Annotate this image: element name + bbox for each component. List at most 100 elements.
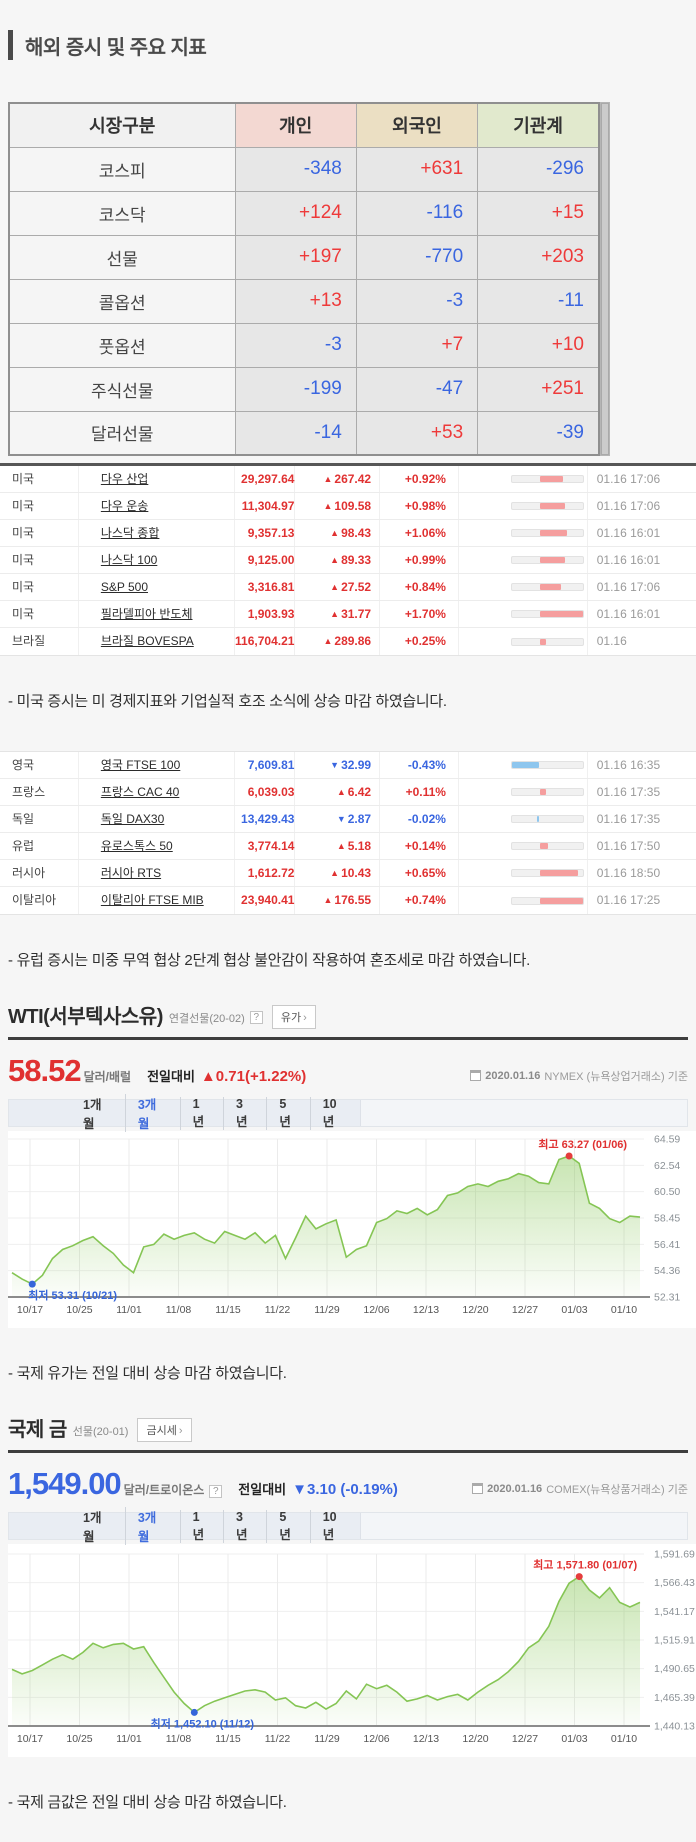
wti-chart: 64.59 62.54 60.50 58.45 56.41 54.36 52.31 10/17…	[8, 1131, 696, 1328]
index-row: 영국 영국 FTSE 100 7,609.81 ▼ 32.99 -0.43% 01.16 1…	[0, 752, 696, 779]
x-axis-label: 12/13	[413, 1304, 439, 1316]
quote-time: 01.16 17:06	[596, 499, 661, 513]
min-annotation: 최저 1,452.10 (11/12)	[151, 1716, 255, 1730]
table-scrollbar[interactable]	[600, 102, 610, 456]
investor-value: -11	[477, 278, 600, 324]
index-name-link[interactable]: 필라델피아 반도체	[100, 607, 193, 621]
period-tab-0[interactable]: 1개월	[83, 1511, 102, 1544]
change-bar-track	[510, 788, 584, 796]
change-bar-fill	[539, 476, 564, 482]
index-name-link[interactable]: 영국 FTSE 100	[100, 758, 181, 772]
change-bar-cell	[459, 860, 588, 886]
period-tab-3[interactable]: 3년	[222, 1509, 266, 1543]
index-change-pct: +0.92%	[380, 466, 459, 492]
scrollbar-thumb[interactable]	[601, 103, 609, 455]
change-bar-cell	[459, 574, 588, 600]
index-name-cell: 나스닥 종합	[79, 520, 235, 546]
index-value: 1,612.72	[235, 860, 296, 886]
index-change-pct: +0.99%	[380, 547, 459, 573]
col-header-institution: 기관계	[477, 102, 600, 148]
title-divider	[8, 1450, 688, 1453]
x-axis-label: 11/29	[314, 1733, 340, 1745]
y-axis-label: 1,465.39	[654, 1692, 695, 1704]
gold-section: 국제 금 선물(20-01) 금시세 › 1,549.00 달러/트로이온스 ? …	[0, 1413, 696, 1757]
x-axis-label: 12/27	[512, 1304, 538, 1316]
index-name-link[interactable]: S&P 500	[100, 580, 148, 594]
gold-period-tabs: 1개월 3개월 1년 3년 5년 10년	[8, 1507, 688, 1545]
change-bar-cell	[459, 779, 588, 805]
gold-title: 국제 금	[8, 1419, 67, 1441]
investor-value: +53	[355, 410, 479, 456]
change-bar-fill	[539, 870, 578, 876]
country-label: 영국	[0, 752, 79, 778]
investor-value: +251	[477, 366, 600, 412]
price-line	[11, 1155, 641, 1286]
x-axis-label: 01/10	[611, 1733, 637, 1745]
help-icon[interactable]: ?	[209, 1485, 223, 1498]
index-change-value: 27.52	[341, 580, 372, 594]
index-name-link[interactable]: 나스닥 종합	[100, 526, 160, 540]
index-name-link[interactable]: 이탈리아 FTSE MIB	[100, 893, 204, 907]
index-name-link[interactable]: 다우 산업	[100, 472, 149, 486]
period-tab-1[interactable]: 3개월	[124, 1094, 180, 1132]
period-tab-4[interactable]: 5년	[266, 1509, 309, 1543]
index-change-pct: +1.06%	[380, 520, 459, 546]
x-axis-label: 01/03	[561, 1733, 587, 1745]
index-name-link[interactable]: 독일 DAX30	[100, 812, 165, 826]
oil-price-link-button[interactable]: 유가 ›	[271, 1004, 316, 1029]
index-value: 13,429.43	[235, 806, 296, 832]
page-header: 해외 증시 및 주요 지표	[8, 30, 688, 60]
country-label: 이탈리아	[0, 887, 79, 914]
x-axis-label: 12/20	[462, 1733, 488, 1745]
title-accent-bar	[8, 30, 13, 60]
period-tab-1[interactable]: 3개월	[124, 1507, 180, 1545]
up-arrow-icon: ▲	[323, 636, 333, 646]
period-tab-4[interactable]: 5년	[266, 1096, 309, 1130]
period-tab-3[interactable]: 3년	[222, 1096, 266, 1130]
help-icon[interactable]: ?	[249, 1010, 263, 1024]
x-axis-label: 11/08	[166, 1304, 192, 1316]
index-value: 11,304.97	[235, 493, 296, 519]
calendar-icon	[472, 1483, 484, 1494]
up-arrow-icon: ▲	[330, 528, 340, 538]
change-bar-cell	[459, 547, 588, 573]
quote-time: 01.16	[596, 634, 627, 648]
investor-value: +203	[477, 234, 600, 280]
period-tab-2[interactable]: 1년	[179, 1509, 223, 1543]
period-tab-5[interactable]: 10년	[309, 1096, 360, 1130]
change-bar-fill	[539, 503, 565, 509]
index-name-link[interactable]: 다우 운송	[100, 499, 149, 513]
x-axis-label: 01/03	[561, 1304, 587, 1316]
index-name-link[interactable]: 프랑스 CAC 40	[100, 785, 180, 799]
index-name-link[interactable]: 나스닥 100	[100, 553, 158, 567]
change-bar-fill	[539, 843, 548, 849]
x-axis-label: 12/13	[413, 1733, 439, 1745]
index-name-link[interactable]: 유로스톡스 50	[100, 839, 173, 853]
index-change: ▲ 267.42	[295, 466, 381, 492]
y-axis-label: 1,566.43	[654, 1577, 695, 1589]
gold-unit: 달러/트로이온스	[123, 1483, 205, 1497]
period-tab-0[interactable]: 1개월	[83, 1098, 102, 1131]
change-bar-cell	[459, 466, 588, 492]
investor-value: -116	[355, 190, 479, 236]
index-value: 3,774.14	[235, 833, 296, 859]
x-axis-label: 12/27	[512, 1733, 538, 1745]
period-tab-2[interactable]: 1년	[179, 1096, 223, 1130]
eu-market-comment: - 유럽 증시는 미중 무역 협상 2단계 협상 불안감이 작용하여 혼조세로 …	[8, 952, 531, 969]
investor-row: 선물 +197 -770 +203	[8, 234, 600, 280]
x-axis-label: 12/06	[363, 1304, 389, 1316]
index-change: ▲ 109.58	[295, 493, 381, 519]
x-axis-label: 10/17	[17, 1733, 43, 1745]
quote-time: 01.16 17:35	[596, 785, 661, 799]
up-arrow-icon: ▲	[323, 895, 333, 905]
title-divider	[8, 1037, 688, 1040]
col-header-foreign: 외국인	[355, 102, 479, 148]
index-name-link[interactable]: 러시아 RTS	[100, 866, 162, 880]
gold-price-link-button[interactable]: 금시세 ›	[137, 1417, 192, 1442]
change-bar-track	[510, 475, 584, 483]
index-row: 독일 독일 DAX30 13,429.43 ▼ 2.87 -0.02% 01.16 17:3…	[0, 806, 696, 833]
period-tab-5[interactable]: 10년	[309, 1509, 360, 1543]
index-name-link[interactable]: 브라질 BOVESPA	[100, 634, 194, 648]
market-label: 주식선물	[8, 366, 236, 412]
change-bar-track	[510, 896, 584, 905]
